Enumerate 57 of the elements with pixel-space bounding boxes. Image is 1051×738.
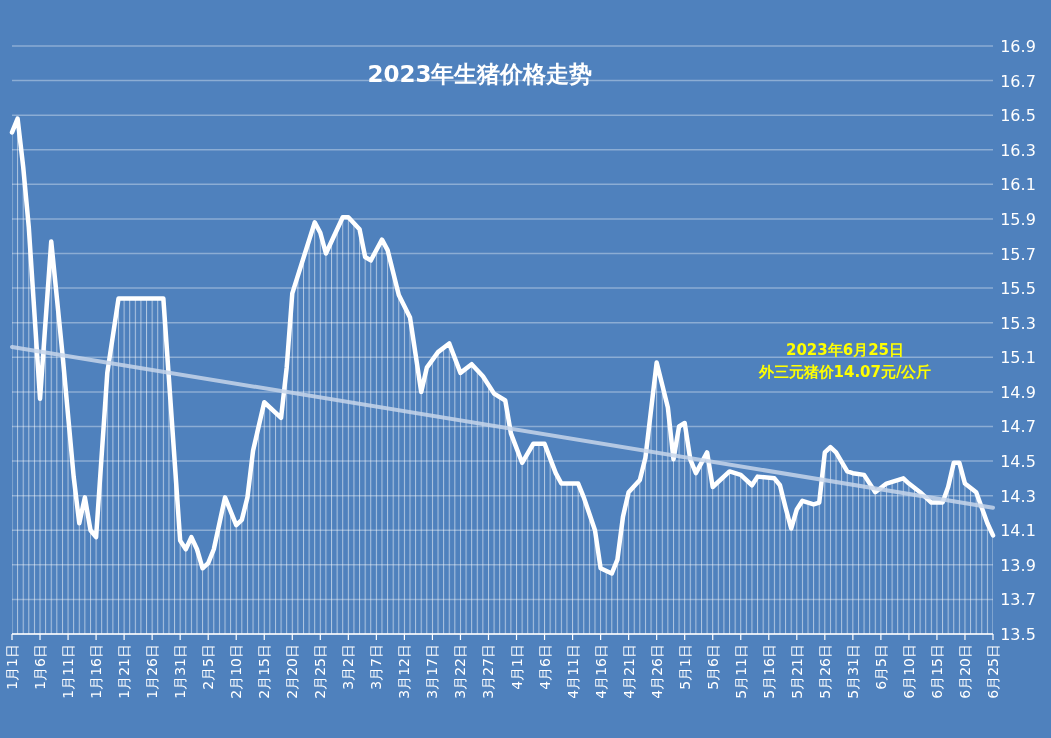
x-tick-label: 1月31日 xyxy=(172,644,189,699)
y-tick-label: 14.5 xyxy=(1000,452,1036,472)
x-tick-label: 4月21日 xyxy=(620,644,637,699)
x-tick-label: 5月11日 xyxy=(732,644,749,699)
x-tick-label: 5月1日 xyxy=(676,644,693,690)
y-tick-label: 15.9 xyxy=(1000,209,1036,229)
x-tick-label: 5月26日 xyxy=(816,644,833,699)
text: 2023年生猪价格走势 xyxy=(367,61,593,87)
y-tick-label: 14.9 xyxy=(1000,382,1036,402)
y-tick-label: 14.3 xyxy=(1000,486,1036,506)
x-tick-label: 5月21日 xyxy=(788,644,805,699)
y-tick-label: 13.9 xyxy=(1000,555,1036,575)
x-tick-label: 5月31日 xyxy=(844,644,861,699)
x-tick-label: 6月25日 xyxy=(985,644,1001,699)
x-tick-label: 4月16日 xyxy=(592,644,609,699)
x-tick-label: 3月12日 xyxy=(396,644,413,699)
x-tick-label: 1月11日 xyxy=(60,644,77,699)
y-tick-label: 16.9 xyxy=(1000,37,1036,56)
y-tick-label: 15.3 xyxy=(1000,313,1036,333)
y-tick-label: 16.1 xyxy=(1000,175,1036,195)
x-tick-label: 1月16日 xyxy=(88,644,105,699)
x-tick-label: 2月20日 xyxy=(284,644,301,699)
y-tick-label: 14.1 xyxy=(1000,521,1036,541)
x-tick-label: 1月1日 xyxy=(4,644,20,690)
x-tick-label: 3月17日 xyxy=(424,644,441,699)
x-tick-label: 6月15日 xyxy=(928,644,945,699)
y-tick-label: 13.7 xyxy=(1000,590,1036,610)
y-tick-label: 16.3 xyxy=(1000,140,1036,160)
annotation: 2023年6月25日 xyxy=(785,341,905,359)
x-tick-label: 1月26日 xyxy=(144,644,161,699)
annotation: 外三元猪价14.07元/公斤 xyxy=(757,363,932,381)
x-tick-label: 3月22日 xyxy=(452,644,469,699)
y-tick-label: 14.7 xyxy=(1000,417,1036,437)
x-tick-label: 2月10日 xyxy=(228,644,245,699)
x-tick-label: 3月2日 xyxy=(340,644,357,690)
x-tick-label: 6月10日 xyxy=(900,644,917,699)
y-tick-label: 15.7 xyxy=(1000,244,1036,264)
y-tick-label: 15.1 xyxy=(1000,348,1036,368)
x-tick-label: 1月21日 xyxy=(116,644,133,699)
x-tick-label: 4月11日 xyxy=(564,644,581,699)
x-tick-label: 5月16日 xyxy=(760,644,777,699)
x-tick-label: 2月25日 xyxy=(312,644,329,699)
x-tick-label: 2月15日 xyxy=(256,644,273,699)
x-tick-label: 3月7日 xyxy=(368,644,385,690)
x-tick-label: 5月6日 xyxy=(704,644,721,690)
y-tick-label: 13.5 xyxy=(1000,625,1036,644)
x-tick-label: 4月26日 xyxy=(648,644,665,699)
x-tick-label: 4月6日 xyxy=(536,644,553,690)
x-tick-label: 1月6日 xyxy=(32,644,49,690)
y-tick-label: 15.5 xyxy=(1000,279,1036,299)
x-tick-label: 2月5日 xyxy=(200,644,217,690)
x-tick-label: 6月20日 xyxy=(956,644,973,699)
x-tick-label: 6月5日 xyxy=(872,644,889,690)
y-tick-label: 16.7 xyxy=(1000,71,1036,91)
y-tick-label: 16.5 xyxy=(1000,106,1036,126)
x-tick-label: 4月1日 xyxy=(508,644,525,690)
x-tick-label: 3月27日 xyxy=(480,644,497,699)
